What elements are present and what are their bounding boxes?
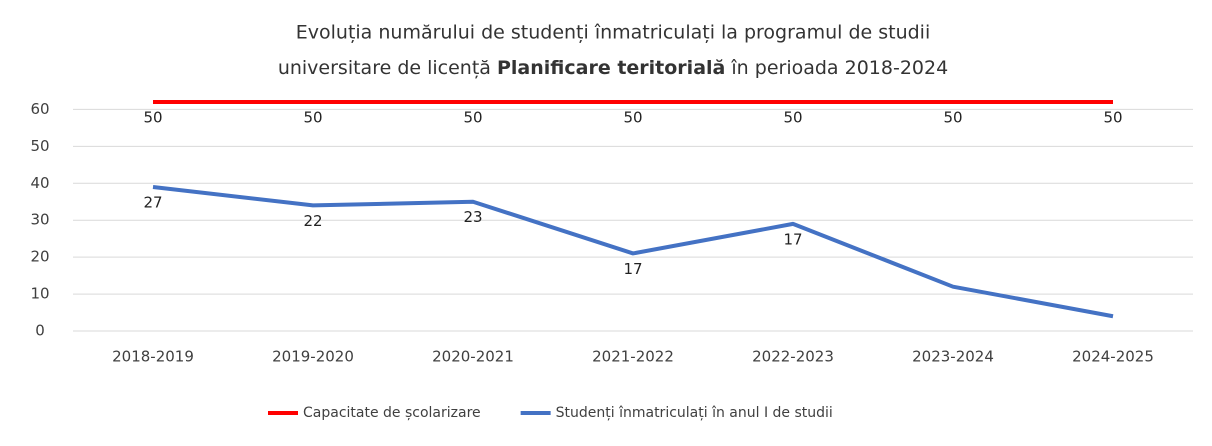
y-tick-label: 0	[35, 322, 45, 340]
legend-label: Studenți înmatriculați în anul I de stud…	[556, 405, 833, 421]
data-label: 50	[943, 109, 962, 127]
data-label: 50	[623, 109, 642, 127]
data-label: 17	[783, 230, 802, 248]
data-label: 50	[463, 109, 482, 127]
x-tick-label: 2023-2024	[912, 348, 994, 366]
x-tick-label: 2020-2021	[432, 348, 514, 366]
y-tick-label: 20	[30, 248, 49, 266]
y-tick-label: 50	[30, 137, 49, 155]
title-part: universitare de licență	[278, 57, 497, 79]
x-tick-label: 2021-2022	[592, 348, 674, 366]
y-tick-label: 40	[30, 174, 49, 192]
chart-title-line-2: universitare de licență Planificare teri…	[278, 57, 948, 79]
data-label: 27	[143, 193, 162, 211]
data-label: 50	[1103, 109, 1122, 127]
title-part-bold: Planificare teritorială	[497, 57, 725, 79]
data-label: 50	[303, 109, 322, 127]
data-label: 17	[623, 260, 642, 278]
legend-label: Capacitate de școlarizare	[303, 405, 481, 421]
data-label: 50	[143, 109, 162, 127]
x-tick-label: 2018-2019	[112, 348, 194, 366]
x-tick-label: 2019-2020	[272, 348, 354, 366]
y-tick-label: 60	[30, 100, 49, 118]
title-part: în perioada 2018-2024	[725, 57, 948, 79]
series-line	[152, 184, 1114, 319]
x-tick-label: 2022-2023	[752, 348, 834, 366]
data-label: 50	[783, 109, 802, 127]
data-label: 22	[303, 212, 322, 230]
chart-title-line-1: Evoluția numărului de studenți înmatricu…	[296, 22, 931, 44]
x-tick-label: 2024-2025	[1072, 348, 1154, 366]
y-tick-label: 10	[30, 285, 49, 303]
y-tick-label: 30	[30, 211, 49, 229]
data-label: 23	[463, 208, 482, 226]
